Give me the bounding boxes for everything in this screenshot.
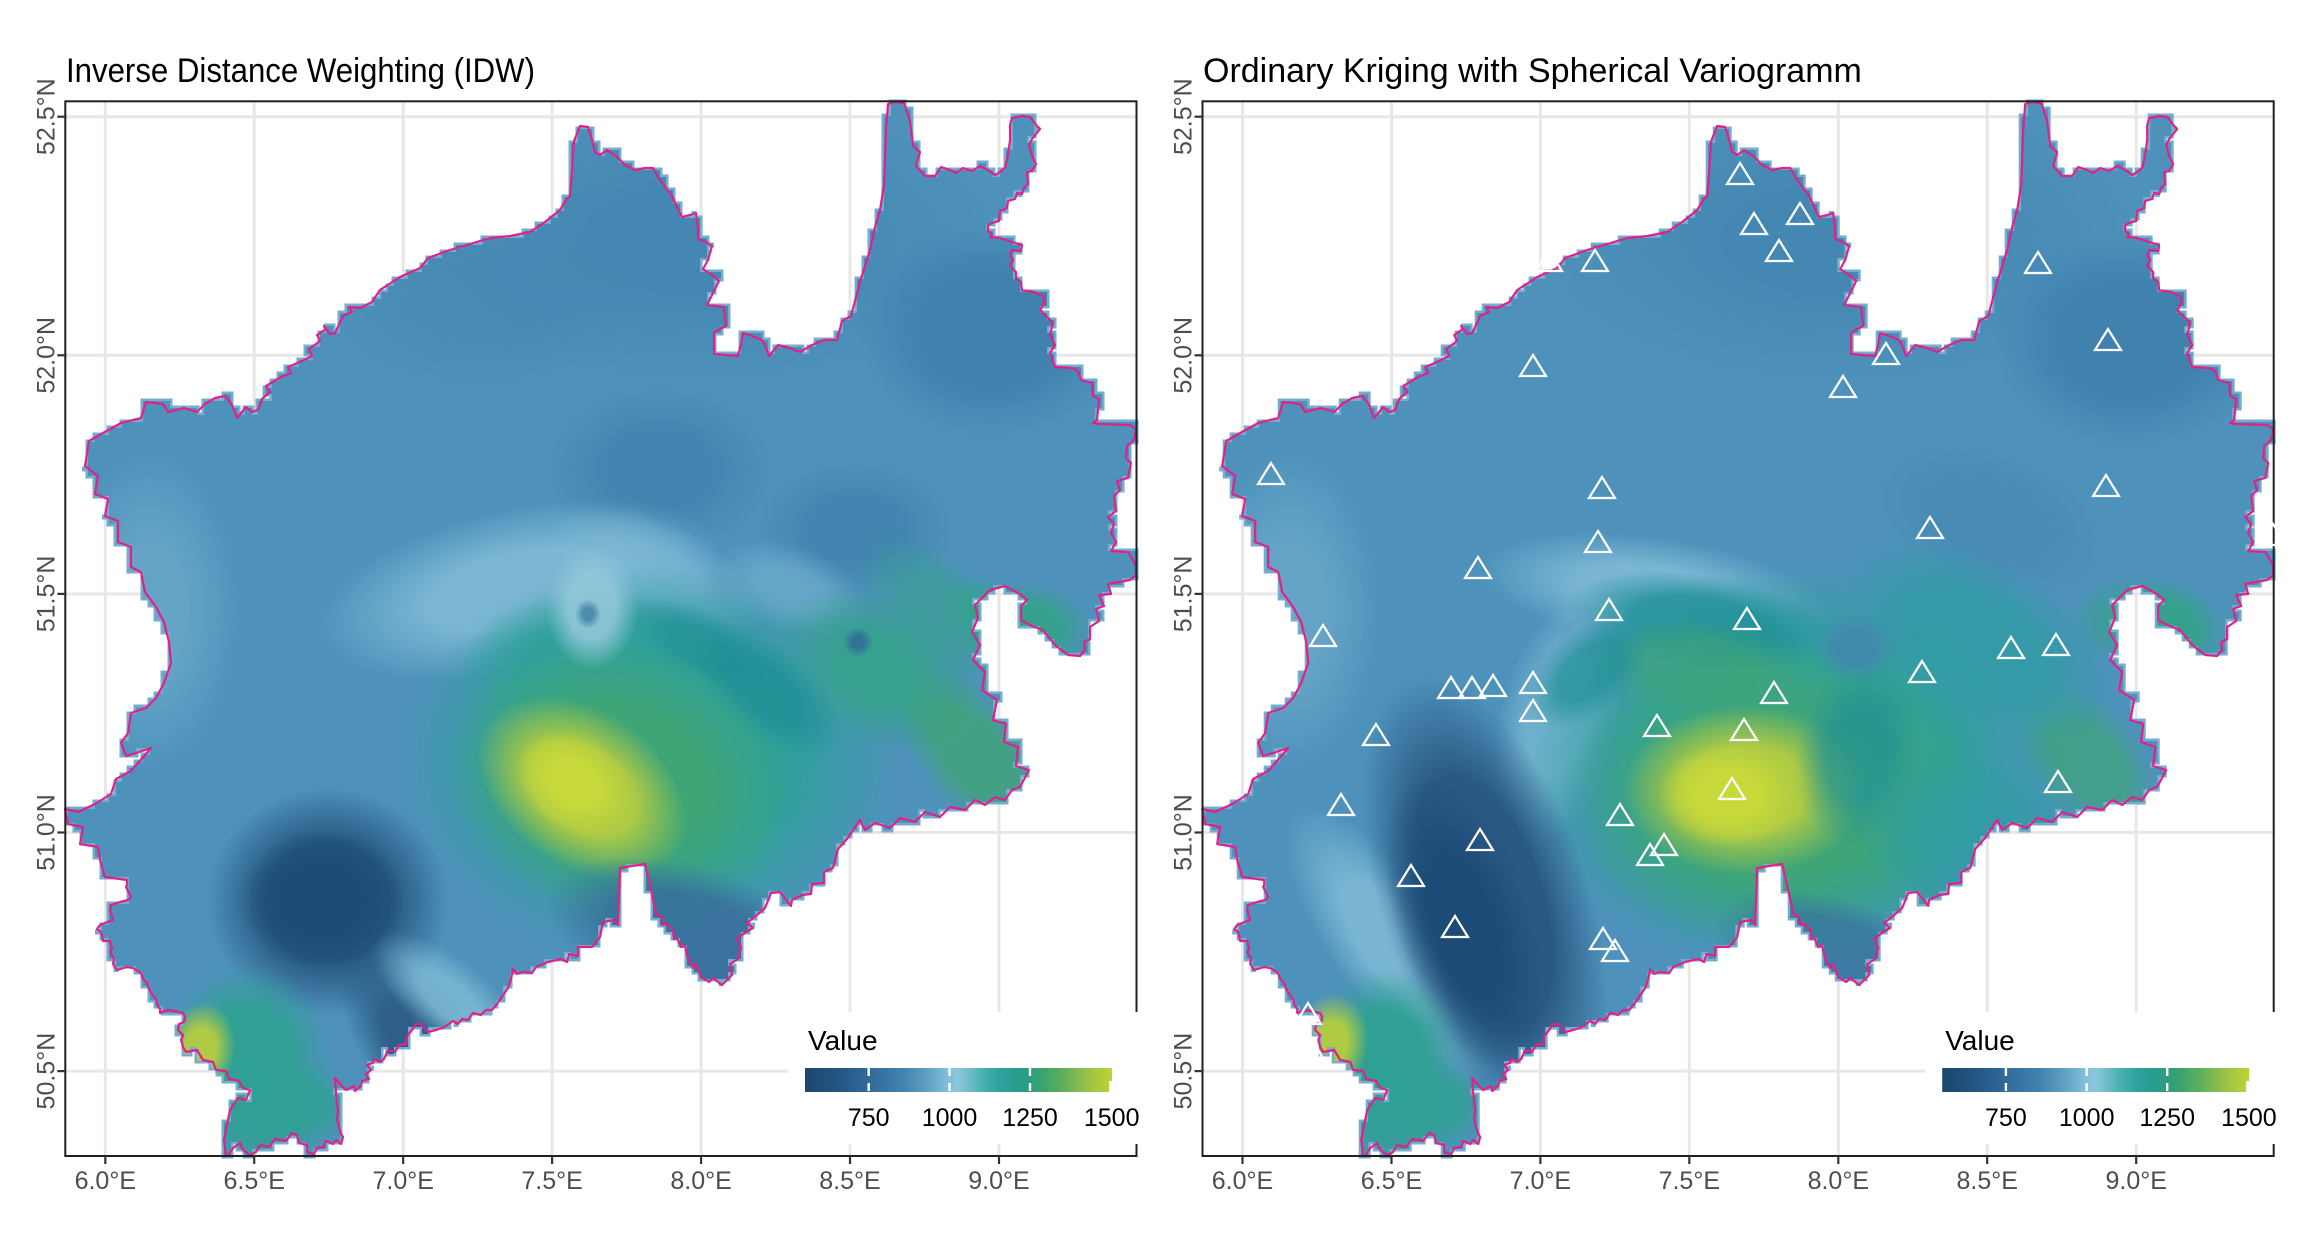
svg-text:7.5°E: 7.5°E — [1659, 1167, 1720, 1195]
svg-text:1000: 1000 — [922, 1104, 978, 1132]
svg-text:Inverse Distance Weighting (ID: Inverse Distance Weighting (IDW) — [66, 52, 535, 90]
svg-text:7.5°E: 7.5°E — [521, 1167, 582, 1195]
svg-text:Value: Value — [808, 1025, 878, 1056]
svg-text:8.0°E: 8.0°E — [1808, 1167, 1869, 1195]
svg-text:1000: 1000 — [2059, 1104, 2115, 1132]
svg-text:1500: 1500 — [1084, 1104, 1140, 1132]
svg-text:9.0°E: 9.0°E — [968, 1167, 1029, 1195]
svg-text:750: 750 — [848, 1104, 890, 1132]
svg-text:52.0°N: 52.0°N — [1170, 317, 1198, 394]
svg-text:50.5°N: 50.5°N — [1170, 1033, 1198, 1110]
svg-text:51.0°N: 51.0°N — [1170, 794, 1198, 871]
svg-text:50.5°N: 50.5°N — [32, 1033, 60, 1110]
svg-text:Value: Value — [1945, 1025, 2015, 1056]
svg-text:7.0°E: 7.0°E — [372, 1167, 433, 1195]
svg-text:1250: 1250 — [1002, 1104, 1058, 1132]
svg-text:51.5°N: 51.5°N — [32, 556, 60, 633]
svg-text:8.0°E: 8.0°E — [670, 1167, 731, 1195]
svg-text:Ordinary Kriging with Spherica: Ordinary Kriging with Spherical Variogra… — [1203, 52, 1862, 90]
svg-text:7.0°E: 7.0°E — [1510, 1167, 1571, 1195]
svg-text:9.0°E: 9.0°E — [2105, 1167, 2166, 1195]
svg-text:6.5°E: 6.5°E — [223, 1167, 284, 1195]
svg-text:51.0°N: 51.0°N — [32, 794, 60, 871]
svg-text:51.5°N: 51.5°N — [1170, 556, 1198, 633]
svg-text:52.5°N: 52.5°N — [1170, 78, 1198, 155]
svg-text:52.5°N: 52.5°N — [32, 78, 60, 155]
svg-text:750: 750 — [1985, 1104, 2027, 1132]
svg-text:6.0°E: 6.0°E — [1212, 1167, 1273, 1195]
svg-text:1250: 1250 — [2139, 1104, 2195, 1132]
svg-text:1500: 1500 — [2221, 1104, 2277, 1132]
svg-text:52.0°N: 52.0°N — [32, 317, 60, 394]
svg-text:8.5°E: 8.5°E — [1956, 1167, 2017, 1195]
svg-text:6.0°E: 6.0°E — [75, 1167, 136, 1195]
svg-text:6.5°E: 6.5°E — [1361, 1167, 1422, 1195]
svg-text:8.5°E: 8.5°E — [819, 1167, 880, 1195]
